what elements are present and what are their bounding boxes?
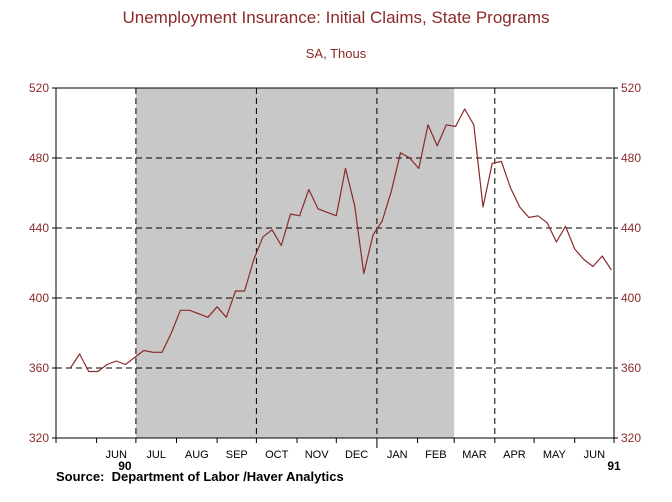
y-tick-label-left: 400 — [29, 291, 49, 305]
y-tick-label-left: 520 — [29, 81, 49, 95]
x-month-label: MAY — [543, 449, 567, 461]
recession-shade — [135, 88, 455, 438]
y-tick-label-right: 320 — [621, 431, 641, 445]
y-tick-label-left: 320 — [29, 431, 49, 445]
x-year-label: 91 — [607, 459, 621, 473]
x-month-label: FEB — [425, 449, 446, 461]
y-tick-label-right: 520 — [621, 81, 641, 95]
chart-title: Unemployment Insurance: Initial Claims, … — [122, 8, 550, 27]
y-tick-label-left: 440 — [29, 221, 49, 235]
x-month-label: JUL — [146, 449, 166, 461]
x-month-label: JUN — [106, 449, 127, 461]
x-month-label: APR — [503, 449, 526, 461]
plot-frame — [55, 87, 615, 439]
y-tick-label-left: 360 — [29, 361, 49, 375]
x-month-label: SEP — [226, 449, 248, 461]
chart-source: Source: Department of Labor /Haver Analy… — [56, 469, 344, 484]
x-year-label: 90 — [118, 459, 132, 473]
y-tick-label-right: 360 — [621, 361, 641, 375]
y-tick-label-right: 440 — [621, 221, 641, 235]
x-month-label: JUN — [584, 449, 605, 461]
x-month-label: NOV — [305, 449, 330, 461]
x-month-label: AUG — [185, 449, 209, 461]
x-month-label: JAN — [387, 449, 408, 461]
y-tick-label-right: 400 — [621, 291, 641, 305]
x-month-label: OCT — [265, 449, 289, 461]
x-month-label: MAR — [462, 449, 487, 461]
y-tick-label-right: 480 — [621, 151, 641, 165]
y-tick-label-left: 480 — [29, 151, 49, 165]
chart-subtitle: SA, Thous — [305, 46, 367, 61]
series-line — [69, 108, 612, 373]
x-month-label: DEC — [345, 449, 368, 461]
